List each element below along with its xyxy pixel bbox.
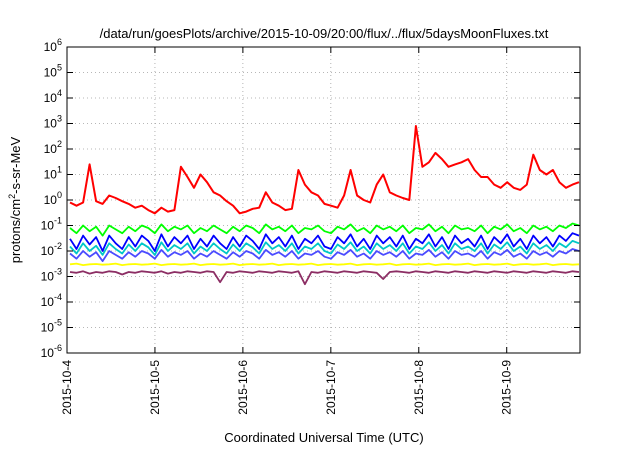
y-tick-label: 10-5 [41, 318, 62, 335]
y-tick-label: 104 [44, 88, 62, 105]
y-tick-label: 10-3 [41, 267, 62, 284]
y-tick-label: 102 [44, 139, 62, 156]
x-tick-label: 2015-10-7 [324, 360, 338, 415]
series-line-1 [69, 125, 580, 215]
y-tick-label: 10-6 [41, 343, 62, 360]
y-tick-label: 103 [44, 114, 62, 131]
axis-ticks [66, 46, 580, 354]
y-tick-label: 100 [44, 190, 62, 207]
y-tick-label: 105 [44, 63, 62, 80]
x-tick-label: 2015-10-8 [412, 360, 426, 415]
y-axis-title: protons/cm2-s-sr-MeV [7, 136, 23, 263]
y-axis-title-sup: 2 [7, 194, 17, 199]
x-tick-label: 2015-10-4 [60, 360, 74, 415]
series-group [69, 125, 580, 286]
x-tick-label: 2015-10-5 [148, 360, 162, 415]
y-axis-title-base: protons/cm [8, 199, 23, 263]
y-axis-title-rest: -s-sr-MeV [8, 136, 23, 193]
grid [67, 47, 580, 353]
x-tick-label: 2015-10-9 [500, 360, 514, 415]
y-tick-labels: 10-6 10-5 10-4 10-3 10-2 10-1 100 101 102 103 104 1… [41, 37, 62, 360]
x-tick-labels: 2015-10-4 2015-10-5 2015-10-6 2015-10-7 2015… [60, 360, 514, 415]
series-line-5 [69, 248, 580, 263]
x-tick-label: 2015-10-6 [236, 360, 250, 415]
y-tick-label: 106 [44, 37, 62, 54]
series-line-4 [69, 232, 580, 252]
series-line-2 [69, 222, 580, 237]
x-axis-title: Coordinated Universal Time (UTC) [224, 430, 423, 445]
y-tick-label: 10-4 [41, 292, 62, 309]
series-line-7 [69, 270, 580, 286]
y-tick-label: 101 [44, 165, 62, 182]
series-line-3 [69, 239, 580, 256]
chart-title: /data/run/goesPlots/archive/2015-10-09/2… [100, 26, 549, 41]
y-tick-label: 10-1 [41, 216, 62, 233]
series-line-6 [69, 262, 580, 267]
y-tick-label: 10-2 [41, 241, 62, 258]
